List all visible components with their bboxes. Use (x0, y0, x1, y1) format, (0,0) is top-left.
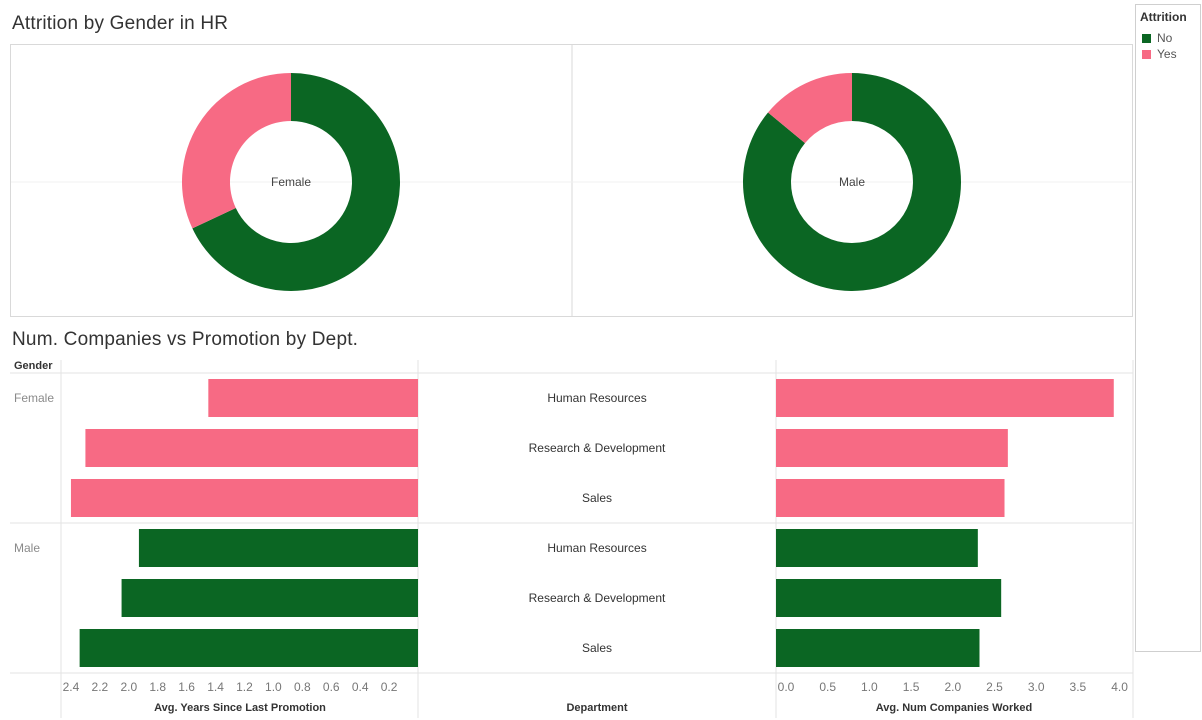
donut-male: Male (742, 73, 961, 291)
legend-label-no: No (1157, 31, 1173, 45)
department-label: Human Resources (547, 541, 646, 555)
donut-center-label: Female (271, 175, 311, 189)
department-label: Human Resources (547, 391, 646, 405)
left-axis-tick: 1.8 (149, 680, 166, 694)
bar-years-since-promotion[interactable] (79, 629, 419, 667)
department-label: Research & Development (529, 591, 666, 605)
left-axis-tick: 1.4 (207, 680, 224, 694)
gender-label-female: Female (14, 391, 54, 405)
bar-num-companies[interactable] (776, 629, 980, 667)
department-axis-title: Department (566, 702, 627, 714)
right-axis-tick: 3.5 (1070, 680, 1087, 694)
left-axis-tick: 1.6 (178, 680, 195, 694)
left-axis-tick: 0.4 (352, 680, 369, 694)
bar-years-since-promotion[interactable] (208, 379, 418, 417)
bar-chart-area: Gender Female Male Human Resources Research … (10, 360, 1134, 718)
bar-num-companies[interactable] (776, 479, 1005, 517)
department-label: Sales (582, 491, 612, 505)
left-axis-tick: 2.4 (63, 680, 80, 694)
donut-slice-female-no[interactable] (192, 73, 400, 291)
department-label: Sales (582, 641, 612, 655)
left-axis-tick: 0.6 (323, 680, 340, 694)
bar-num-companies[interactable] (776, 379, 1114, 417)
donut-female: Female (181, 73, 400, 291)
right-axis-tick: 3.0 (1028, 680, 1045, 694)
donut-slice-male-no[interactable] (742, 73, 961, 291)
bar-years-since-promotion[interactable] (121, 579, 418, 617)
donut-panel: Female Male (10, 44, 1133, 317)
department-label: Research & Development (529, 441, 666, 455)
donut-slice-female-yes[interactable] (181, 73, 291, 229)
legend-swatch-no (1142, 33, 1151, 43)
bar-num-companies[interactable] (776, 529, 978, 567)
bar-years-since-promotion[interactable] (70, 479, 419, 517)
row-header-gender: Gender (14, 360, 53, 372)
right-axis-tick: 1.5 (903, 680, 920, 694)
left-axis-tick: 2.0 (120, 680, 137, 694)
right-axis-tick: 4.0 (1111, 680, 1128, 694)
right-axis-tick: 2.0 (944, 680, 961, 694)
legend-item-yes[interactable]: Yes (1142, 47, 1177, 61)
left-axis-title: Avg. Years Since Last Promotion (154, 702, 326, 714)
bar-num-companies[interactable] (776, 579, 1002, 617)
right-axis-tick: 1.0 (861, 680, 878, 694)
legend-label-yes: Yes (1157, 47, 1177, 61)
left-axis-tick: 0.2 (381, 680, 398, 694)
bar-years-since-promotion[interactable] (85, 429, 419, 467)
right-axis-tick: 0.0 (778, 680, 795, 694)
donut-chart-area: Female Male (11, 45, 1132, 316)
gender-label-male: Male (14, 541, 40, 555)
donut-chart-title: Attrition by Gender in HR (12, 13, 229, 34)
left-axis-tick: 1.2 (236, 680, 253, 694)
right-axis-tick: 0.5 (819, 680, 836, 694)
bar-years-since-promotion[interactable] (138, 529, 418, 567)
left-axis-tick: 2.2 (92, 680, 109, 694)
bar-num-companies[interactable] (776, 429, 1008, 467)
legend-item-no[interactable]: No (1142, 31, 1172, 45)
left-axis-tick: 1.0 (265, 680, 282, 694)
right-axis-title: Avg. Num Companies Worked (876, 702, 1032, 714)
left-axis-tick: 0.8 (294, 680, 311, 694)
right-axis-tick: 2.5 (986, 680, 1003, 694)
donut-center-label: Male (839, 175, 865, 189)
attrition-legend[interactable]: Attrition No Yes (1135, 4, 1201, 652)
donut-slice-male-yes[interactable] (768, 73, 852, 144)
bar-chart-title: Num. Companies vs Promotion by Dept. (12, 329, 359, 350)
legend-swatch-yes (1142, 49, 1151, 59)
legend-title: Attrition (1140, 10, 1187, 24)
